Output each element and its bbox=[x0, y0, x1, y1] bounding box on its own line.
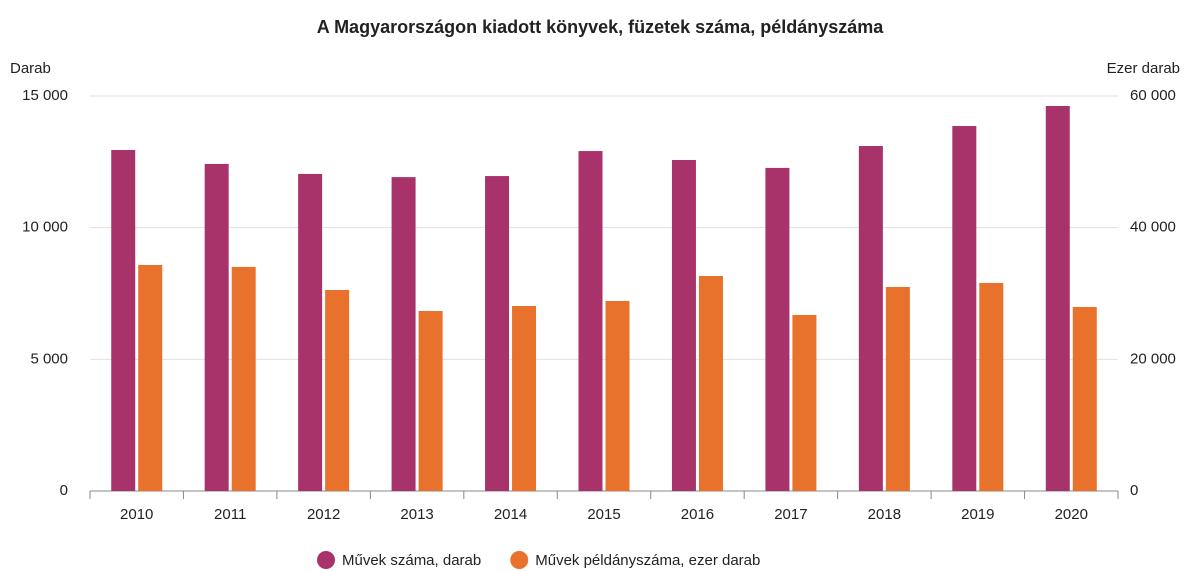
bar bbox=[512, 306, 537, 491]
bar bbox=[765, 167, 790, 491]
bar bbox=[698, 275, 723, 491]
x-tick-label: 2013 bbox=[400, 506, 433, 523]
y2ticks-label: 40 000 bbox=[1130, 219, 1176, 236]
bar bbox=[979, 282, 1004, 491]
bar bbox=[671, 159, 696, 492]
y2ticks-label: 0 bbox=[1130, 482, 1138, 499]
x-tick-label: 2018 bbox=[868, 506, 901, 523]
x-tick-label: 2015 bbox=[587, 506, 620, 523]
bar bbox=[792, 314, 817, 491]
y2ticks-label: 20 000 bbox=[1130, 350, 1176, 367]
bar bbox=[858, 146, 883, 492]
legend-label: Művek példányszáma, ezer darab bbox=[535, 552, 760, 569]
yticks-label: 0 bbox=[60, 482, 68, 499]
bar bbox=[298, 173, 323, 492]
y2ticks-label: 60 000 bbox=[1130, 87, 1176, 104]
yticks-label: 15 000 bbox=[22, 87, 68, 104]
bar bbox=[578, 151, 603, 491]
chart-title: A Magyarországon kiadott könyvek, füzete… bbox=[317, 17, 885, 37]
bar bbox=[485, 176, 510, 491]
bar bbox=[605, 301, 630, 491]
bar bbox=[391, 177, 416, 491]
legend-marker bbox=[317, 551, 335, 569]
y-axis-label: Darab bbox=[10, 60, 51, 77]
bar bbox=[204, 163, 229, 491]
yticks-label: 10 000 bbox=[22, 219, 68, 236]
bar bbox=[952, 126, 977, 492]
bar bbox=[111, 149, 136, 491]
x-tick-label: 2010 bbox=[120, 506, 153, 523]
x-tick-label: 2016 bbox=[681, 506, 714, 523]
bar bbox=[325, 290, 350, 491]
yticks-label: 5 000 bbox=[30, 350, 68, 367]
x-tick-label: 2014 bbox=[494, 506, 527, 523]
x-tick-label: 2017 bbox=[774, 506, 807, 523]
x-tick-label: 2020 bbox=[1055, 506, 1088, 523]
legend-marker bbox=[510, 551, 529, 569]
bar bbox=[138, 264, 163, 491]
y2-axis-label: Ezer darab bbox=[1107, 60, 1180, 77]
x-tick-label: 2019 bbox=[961, 506, 994, 523]
bar bbox=[418, 311, 443, 491]
x-tick-label: 2011 bbox=[214, 506, 246, 523]
bar bbox=[885, 286, 910, 491]
legend-label: Művek száma, darab bbox=[342, 552, 481, 569]
x-tick-label: 2012 bbox=[307, 506, 340, 523]
bar bbox=[1045, 106, 1070, 492]
bar bbox=[1072, 306, 1097, 491]
bar bbox=[231, 266, 256, 491]
